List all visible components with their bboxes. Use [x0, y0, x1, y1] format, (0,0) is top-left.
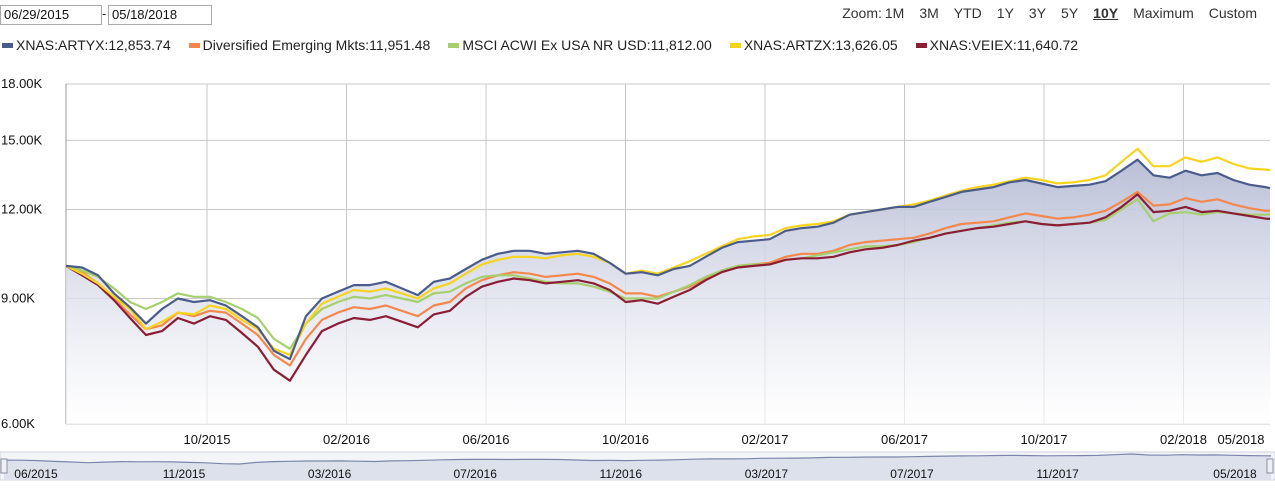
x-tick-label: 10/2017	[1021, 432, 1068, 447]
navigator-tick-label: 11/2016	[600, 467, 643, 481]
legend-label: XNAS:ARTZX:13,626.05	[743, 37, 898, 53]
zoom-1y-button[interactable]: 1Y	[996, 5, 1014, 21]
legend-item-artyx[interactable]: XNAS:ARTYX:12,853.74	[2, 37, 171, 53]
navigator-right-handle[interactable]	[1266, 458, 1274, 474]
legend-label: XNAS:VEIEX:11,640.72	[929, 37, 1079, 53]
x-tick-label: 06/2017	[881, 432, 928, 447]
zoom-3y-button[interactable]: 3Y	[1028, 5, 1047, 21]
legend-swatch	[2, 42, 13, 48]
navigator[interactable]: 06/2015 11/2015 03/2016 07/2016 11/2016 03/20…	[0, 451, 1275, 481]
navigator-tick-label: 11/2015	[163, 467, 206, 481]
navigator-line	[3, 453, 1272, 465]
start-date-input[interactable]: 06/29/2015	[0, 5, 102, 25]
legend-item-artzx[interactable]: XNAS:ARTZX:13,626.05	[729, 37, 898, 53]
zoom-ytd-button[interactable]: YTD	[953, 5, 982, 21]
zoom-10y-button[interactable]: 10Y	[1093, 5, 1119, 21]
series-lines	[65, 147, 1271, 382]
y-tick-label: 6.00K	[1, 416, 35, 431]
area-xnas-artyx	[66, 159, 1270, 424]
date-range-separator: -	[102, 6, 107, 21]
navigator-tick-label: 03/2016	[308, 467, 352, 481]
x-tick-label: 02/2016	[323, 432, 370, 447]
series-line-xnas-artyx	[65, 158, 1271, 361]
x-tick-label: 05/2018	[1218, 432, 1265, 447]
y-tick-label: 15.00K	[1, 132, 43, 147]
legend-item-veiex[interactable]: XNAS:VEIEX:11,640.72	[915, 37, 1079, 53]
legend-item-msci-acwi[interactable]: MSCI ACWI Ex USA NR USD:11,812.00	[448, 37, 712, 53]
navigator-tick-label: 06/2015	[14, 467, 58, 481]
y-tick-label: 18.00K	[1, 76, 43, 91]
legend-swatch	[188, 42, 200, 48]
legend-item-diversified-emerging[interactable]: Diversified Emerging Mkts:11,951.48	[188, 37, 431, 53]
navigator-left-handle[interactable]	[0, 458, 8, 474]
zoom-custom-button[interactable]: Custom	[1208, 5, 1257, 21]
legend-label: MSCI ACWI Ex USA NR USD:11,812.00	[462, 37, 712, 53]
y-tick-label: 9.00K	[1, 291, 35, 306]
series-line-xnas-veiex	[65, 193, 1271, 382]
zoom-label: Zoom:	[842, 5, 882, 21]
x-tick-label: 10/2016	[602, 432, 649, 447]
legend-swatch	[448, 42, 460, 48]
navigator-tick-label: 07/2016	[454, 467, 498, 481]
navigator-tick-label: 07/2017	[890, 467, 934, 481]
axes: 6.00K 9.00K 12.00K 15.00K 18.00K 10/2015 02/20…	[1, 76, 1265, 447]
legend-label: XNAS:ARTYX:12,853.74	[16, 37, 171, 53]
end-date-input[interactable]: 05/18/2018	[108, 5, 212, 25]
navigator-tick-label: 03/2017	[745, 467, 789, 481]
x-tick-label: 06/2016	[463, 432, 510, 447]
x-tick-label: 10/2015	[184, 432, 231, 447]
navigator-area	[4, 454, 1271, 480]
area-fill	[66, 159, 1270, 424]
navigator-tick-label: 05/2018	[1213, 467, 1257, 481]
x-tick-label: 02/2018	[1160, 432, 1207, 447]
zoom-controls: Zoom: 1M 3M YTD 1Y 3Y 5Y 10Y Maximum Cus…	[842, 5, 1257, 21]
x-tick-label: 02/2017	[742, 432, 789, 447]
zoom-5y-button[interactable]: 5Y	[1061, 5, 1079, 21]
zoom-maximum-button[interactable]: Maximum	[1133, 5, 1194, 21]
zoom-1m-button[interactable]: 1M	[884, 5, 905, 21]
legend-swatch	[729, 42, 741, 48]
zoom-3m-button[interactable]: 3M	[919, 5, 939, 21]
legend-swatch	[915, 42, 927, 48]
navigator-tick-label: 11/2017	[1036, 467, 1079, 481]
chart-legend: XNAS:ARTYX:12,853.74 Diversified Emergin…	[2, 37, 1078, 53]
legend-label: Diversified Emerging Mkts:11,951.48	[202, 37, 431, 53]
y-tick-label: 12.00K	[1, 201, 43, 216]
